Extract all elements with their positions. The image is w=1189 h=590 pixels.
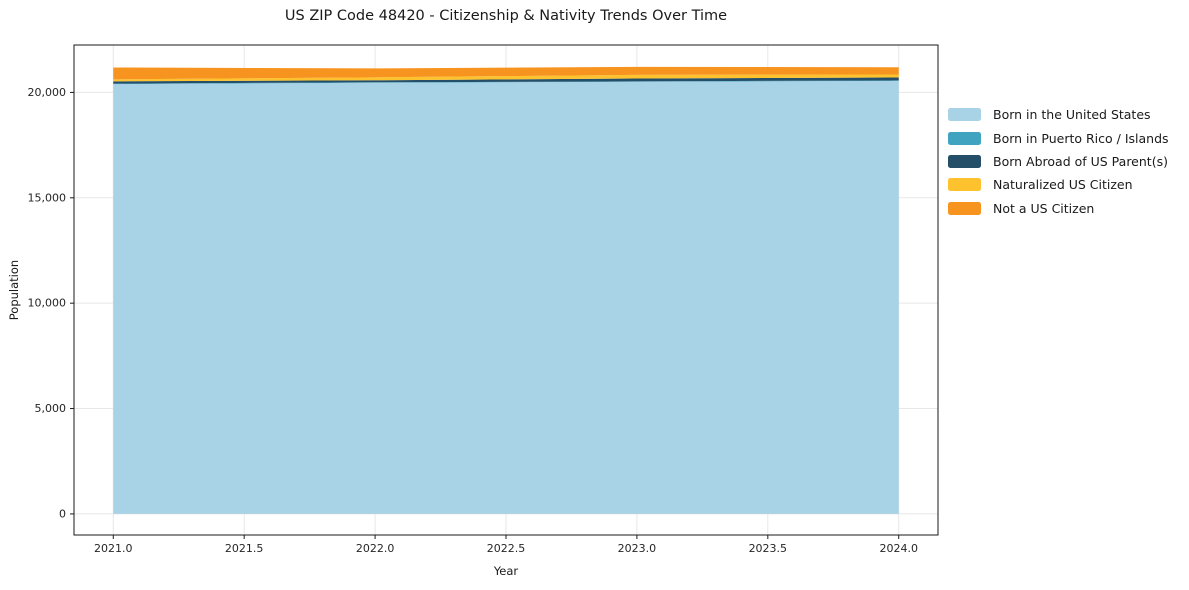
legend-label: Not a US Citizen <box>993 200 1095 216</box>
legend-item: Not a US Citizen <box>948 197 1169 220</box>
legend-swatch <box>948 201 981 215</box>
legend-item: Born in Puerto Rico / Islands <box>948 126 1169 149</box>
area-series-1 <box>113 80 899 85</box>
area-series-0 <box>113 80 899 514</box>
legend-item: Born in the United States <box>948 103 1169 126</box>
legend-label: Born in Puerto Rico / Islands <box>993 130 1169 146</box>
y-tick-label: 15,000 <box>28 191 67 204</box>
area-series-4 <box>113 66 899 80</box>
x-tick-label: 2023.5 <box>749 542 788 555</box>
legend-label: Naturalized US Citizen <box>993 177 1133 193</box>
legend-label: Born in the United States <box>993 107 1151 123</box>
legend-label: Born Abroad of US Parent(s) <box>993 153 1168 169</box>
legend-swatch <box>948 154 981 168</box>
area-series-2 <box>113 77 899 84</box>
legend-swatch <box>948 108 981 122</box>
x-tick-label: 2023.0 <box>618 542 657 555</box>
x-tick-label: 2021.5 <box>225 542 264 555</box>
y-tick-label: 0 <box>59 507 66 520</box>
area-series-3 <box>113 74 899 82</box>
y-tick-label: 10,000 <box>28 297 67 310</box>
chart-title: US ZIP Code 48420 - Citizenship & Nativi… <box>284 8 728 24</box>
legend: Born in the United States Born in Puerto … <box>948 103 1169 220</box>
x-tick-label: 2022.0 <box>356 542 395 555</box>
x-axis-label: Year <box>493 564 519 578</box>
y-tick-label: 20,000 <box>28 86 67 99</box>
legend-item: Born Abroad of US Parent(s) <box>948 150 1169 173</box>
x-tick-label: 2021.0 <box>94 542 133 555</box>
legend-item: Naturalized US Citizen <box>948 173 1169 196</box>
legend-swatch <box>948 131 981 145</box>
legend-swatch <box>948 178 981 192</box>
x-tick-label: 2024.0 <box>879 542 918 555</box>
y-tick-label: 5,000 <box>35 402 67 415</box>
y-axis-label: Population <box>7 259 21 321</box>
x-tick-label: 2022.5 <box>487 542 526 555</box>
